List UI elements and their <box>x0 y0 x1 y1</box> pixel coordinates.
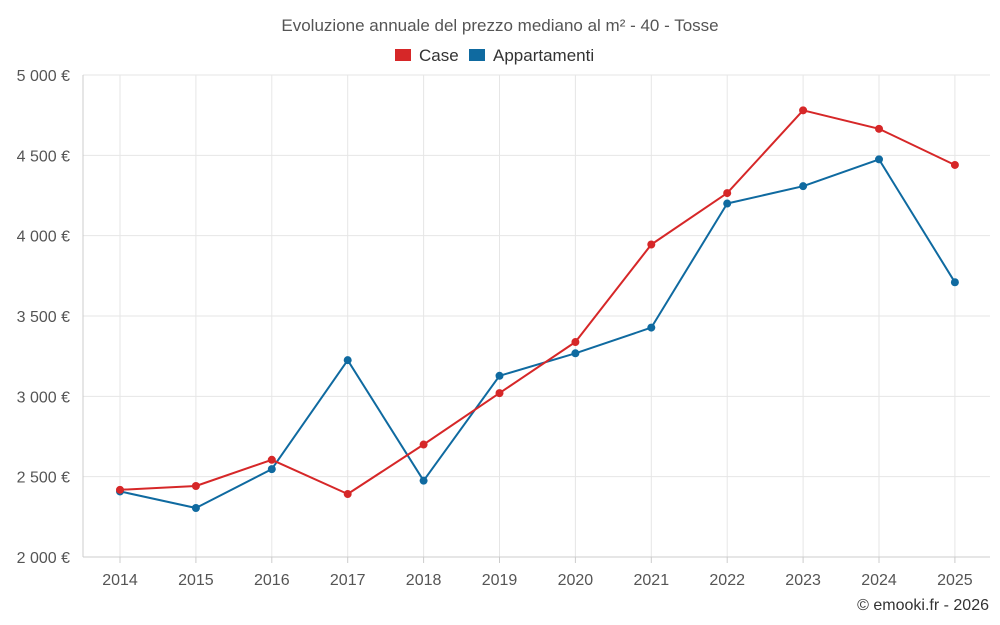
data-point-appartamenti[interactable] <box>343 356 352 365</box>
series-case <box>116 106 959 499</box>
x-tick-label: 2022 <box>709 572 745 589</box>
legend-label-appartamenti: Appartamenti <box>493 46 594 65</box>
legend-item-case[interactable]: Case <box>395 46 459 65</box>
data-point-case[interactable] <box>191 481 200 490</box>
data-point-appartamenti[interactable] <box>267 465 276 474</box>
data-point-appartamenti[interactable] <box>647 323 656 332</box>
legend: Case Appartamenti <box>395 46 594 65</box>
y-tick-label: 2 000 € <box>17 550 70 567</box>
data-point-appartamenti[interactable] <box>191 503 200 512</box>
data-point-case[interactable] <box>419 440 428 449</box>
data-point-case[interactable] <box>799 106 808 115</box>
x-tick-label: 2023 <box>785 572 821 589</box>
x-tick-label: 2016 <box>254 572 290 589</box>
data-point-case[interactable] <box>267 455 276 464</box>
legend-swatch-case <box>395 49 411 61</box>
grid <box>83 74 990 558</box>
y-tick-label: 5 000 € <box>17 68 70 85</box>
series-line-appartamenti <box>119 158 956 509</box>
x-tick-label: 2018 <box>406 572 442 589</box>
x-tick-label: 2020 <box>558 572 594 589</box>
chart-title: Evoluzione annuale del prezzo mediano al… <box>281 16 718 35</box>
data-point-appartamenti[interactable] <box>875 155 883 164</box>
x-tick-label: 2015 <box>178 572 214 589</box>
legend-item-appartamenti[interactable]: Appartamenti <box>469 46 594 65</box>
data-point-appartamenti[interactable] <box>799 182 808 191</box>
y-tick-label: 3 000 € <box>17 389 70 406</box>
data-point-case[interactable] <box>723 189 732 198</box>
data-point-case[interactable] <box>495 389 504 398</box>
x-tick-label: 2025 <box>937 572 973 589</box>
x-tick-label: 2024 <box>861 572 897 589</box>
data-point-case[interactable] <box>343 490 352 499</box>
data-point-appartamenti[interactable] <box>419 476 428 485</box>
data-point-appartamenti[interactable] <box>571 349 580 358</box>
axes: 2 000 € 2 500 € 3 000 € 3 500 € 4 000 € 4 500… <box>17 68 990 589</box>
x-tick-label: 2017 <box>330 572 366 589</box>
credit-text: © emooki.fr - 2026 <box>857 597 989 614</box>
y-tick-label: 4 000 € <box>17 229 70 246</box>
legend-label-case: Case <box>419 46 459 65</box>
x-tick-label: 2019 <box>482 572 518 589</box>
data-point-case[interactable] <box>116 485 124 494</box>
y-tick-label: 4 500 € <box>17 148 70 165</box>
data-point-case[interactable] <box>571 338 580 347</box>
data-point-case[interactable] <box>875 124 883 133</box>
x-tick-label: 2014 <box>102 572 138 589</box>
data-point-appartamenti[interactable] <box>723 199 732 208</box>
data-point-appartamenti[interactable] <box>495 371 504 380</box>
series-line-case <box>119 109 956 495</box>
data-point-case[interactable] <box>647 240 656 249</box>
x-tick-label: 2021 <box>634 572 670 589</box>
series-appartamenti <box>116 155 959 512</box>
data-point-case[interactable] <box>950 160 959 169</box>
data-point-appartamenti[interactable] <box>950 278 959 287</box>
series <box>116 106 959 512</box>
legend-swatch-appartamenti <box>469 49 485 61</box>
y-tick-label: 2 500 € <box>17 470 70 487</box>
y-tick-label: 3 500 € <box>17 309 70 326</box>
